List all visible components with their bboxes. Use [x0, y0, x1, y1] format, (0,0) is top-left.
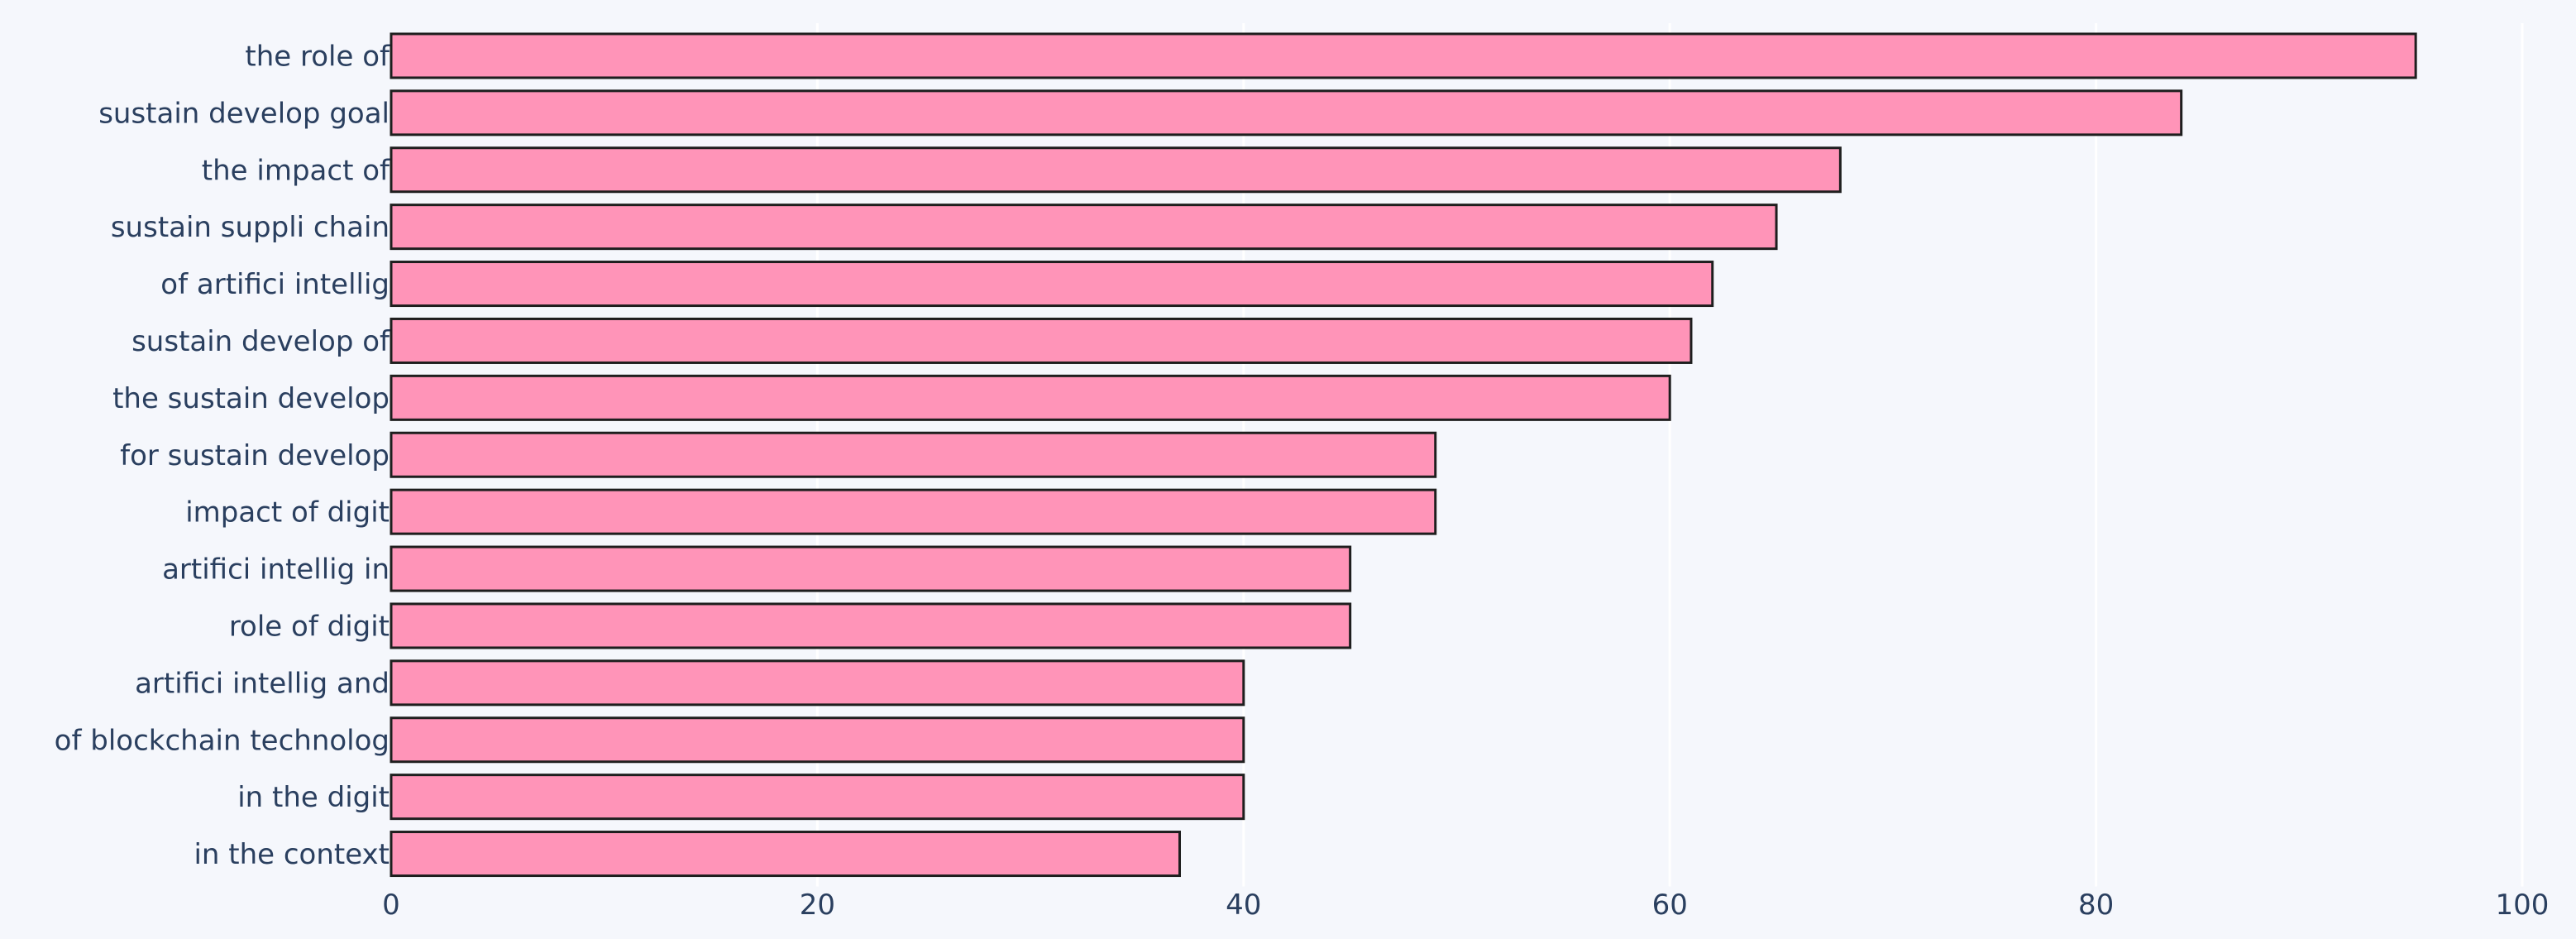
y-category-label: sustain develop of: [131, 325, 390, 358]
bar-the-sustain-develop: [390, 374, 1671, 421]
x-tick-label: 0: [382, 889, 400, 922]
y-category-label: the impact of: [202, 154, 390, 187]
bar-the-role-of: [390, 32, 2417, 79]
y-category-label: the sustain develop: [112, 382, 390, 415]
bar-the-impact-of: [390, 146, 1842, 194]
x-tick-label: 60: [1652, 889, 1688, 922]
bar-in-the-digit: [390, 774, 1245, 821]
bar-of-blockchain-technolog: [390, 716, 1245, 764]
y-category-label: of blockchain technolog: [55, 724, 390, 757]
x-tick-label: 20: [800, 889, 835, 922]
y-category-label: sustain develop goal: [98, 97, 390, 130]
bar-impact-of-digit: [390, 488, 1437, 535]
x-tick-label: 80: [2078, 889, 2114, 922]
bar-sustain-suppli-chain: [390, 204, 1778, 251]
x-tick-label: 40: [1226, 889, 1261, 922]
y-category-label: the role of: [245, 40, 390, 73]
x-tick-label: 100: [2496, 889, 2550, 922]
bar-sustain-develop-goal: [390, 89, 2183, 137]
y-category-label: in the digit: [237, 781, 390, 814]
y-category-label: of artifici intellig: [160, 268, 390, 301]
x-axis-labels: 0 20 40 60 80 100: [382, 889, 2549, 922]
bars: [390, 32, 2417, 878]
bar-for-sustain-develop: [390, 431, 1437, 478]
y-category-label: artifici intellig in: [162, 553, 390, 587]
bar-sustain-develop-of: [390, 317, 1693, 364]
bar-of-artifici-intellig: [390, 261, 1714, 308]
bar-artifici-intellig-in: [390, 545, 1352, 592]
y-category-label: for sustain develop: [120, 439, 390, 472]
y-category-label: artifici intellig and: [135, 667, 390, 700]
y-axis-labels: the role of sustain develop goal the impac…: [55, 40, 390, 871]
bar-artifici-intellig-and: [390, 659, 1245, 707]
bar-in-the-context: [390, 831, 1181, 878]
y-category-label: in the context: [194, 838, 390, 871]
bar-role-of-digit: [390, 602, 1352, 649]
y-category-label: impact of digit: [185, 496, 390, 529]
y-category-label: sustain suppli chain: [111, 211, 390, 244]
y-category-label: role of digit: [229, 610, 390, 643]
